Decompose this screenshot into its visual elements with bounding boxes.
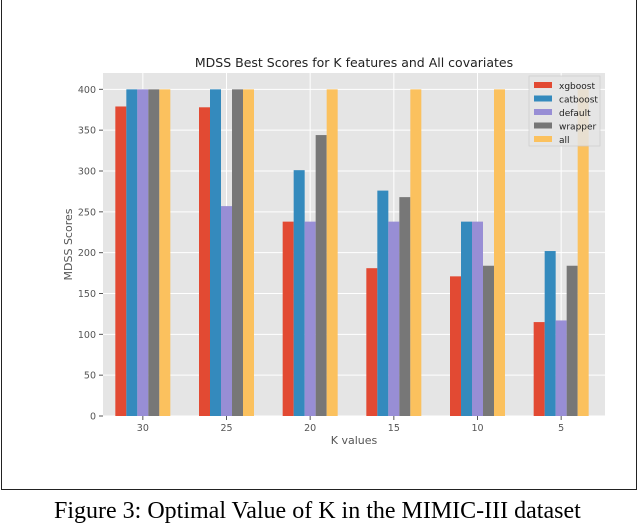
y-axis-label: MDSS Scores bbox=[62, 208, 75, 280]
bar-xgboost-20 bbox=[282, 221, 294, 416]
bar-xgboost-5 bbox=[533, 322, 545, 416]
y-tick-label: 0 bbox=[90, 412, 96, 423]
y-tick-label: 50 bbox=[84, 371, 96, 382]
x-tick-label: 10 bbox=[471, 423, 483, 434]
bar-chart: 0 50 100 150 200 250 300 350 400 30 25 20 15 10 5 MDSS … bbox=[62, 55, 605, 447]
bar-catboost-20 bbox=[293, 170, 305, 416]
bar-catboost-10 bbox=[461, 221, 472, 416]
x-tick-label: 25 bbox=[220, 423, 232, 434]
bar-all-5 bbox=[577, 89, 589, 416]
bar-wrapper-30 bbox=[148, 89, 160, 416]
bar-xgboost-15 bbox=[366, 268, 378, 416]
bar-all-20 bbox=[326, 89, 338, 416]
y-tick-label: 400 bbox=[78, 85, 96, 96]
bar-xgboost-10 bbox=[450, 276, 461, 416]
bar-xgboost-25 bbox=[199, 107, 210, 417]
bar-catboost-5 bbox=[544, 251, 556, 416]
bar-all-25 bbox=[243, 89, 254, 416]
bar-catboost-15 bbox=[377, 190, 389, 416]
bar-catboost-30 bbox=[126, 89, 138, 416]
legend-label-all: all bbox=[559, 136, 570, 146]
legend-swatch-default bbox=[534, 109, 552, 115]
y-tick-label: 300 bbox=[78, 167, 96, 178]
legend-label-xgboost: xgboost bbox=[559, 82, 595, 92]
x-tick-label: 15 bbox=[388, 423, 400, 434]
x-axis-label: K values bbox=[331, 434, 378, 447]
bar-xgboost-30 bbox=[115, 106, 127, 416]
bar-catboost-25 bbox=[210, 89, 221, 416]
legend-swatch-catboost bbox=[534, 95, 552, 102]
x-tick-label: 5 bbox=[558, 423, 564, 434]
bar-all-30 bbox=[159, 89, 171, 416]
legend-swatch-xgboost bbox=[534, 82, 552, 88]
bar-wrapper-10 bbox=[483, 265, 494, 416]
y-tick-label: 100 bbox=[78, 330, 96, 341]
bar-default-25 bbox=[221, 206, 232, 416]
legend-swatch-wrapper bbox=[534, 122, 552, 129]
bar-all-15 bbox=[410, 89, 422, 416]
bar-wrapper-5 bbox=[566, 265, 578, 416]
bar-wrapper-15 bbox=[399, 197, 411, 416]
y-tick-label: 200 bbox=[78, 248, 96, 259]
bar-default-20 bbox=[304, 221, 316, 416]
bar-wrapper-20 bbox=[315, 135, 327, 417]
x-tick-label: 20 bbox=[304, 423, 316, 434]
bar-default-30 bbox=[137, 89, 149, 416]
bar-wrapper-25 bbox=[232, 89, 243, 416]
bar-default-15 bbox=[388, 221, 400, 416]
y-tick-label: 350 bbox=[78, 126, 96, 137]
legend-swatch-all bbox=[534, 136, 552, 142]
bar-default-10 bbox=[472, 221, 483, 416]
chart-title: MDSS Best Scores for K features and All … bbox=[195, 55, 513, 70]
figure-caption: Figure 3: Optimal Value of K in the MIMI… bbox=[54, 498, 581, 524]
legend-label-wrapper: wrapper bbox=[559, 123, 597, 133]
bar-default-5 bbox=[555, 320, 567, 416]
legend-label-default: default bbox=[559, 109, 591, 119]
figure-frame bbox=[1, 0, 637, 490]
y-tick-label: 250 bbox=[78, 207, 96, 218]
legend-label-catboost: catboost bbox=[559, 96, 598, 106]
x-tick-label: 30 bbox=[137, 423, 149, 434]
y-tick-label: 150 bbox=[78, 289, 96, 300]
bar-all-10 bbox=[494, 89, 505, 416]
